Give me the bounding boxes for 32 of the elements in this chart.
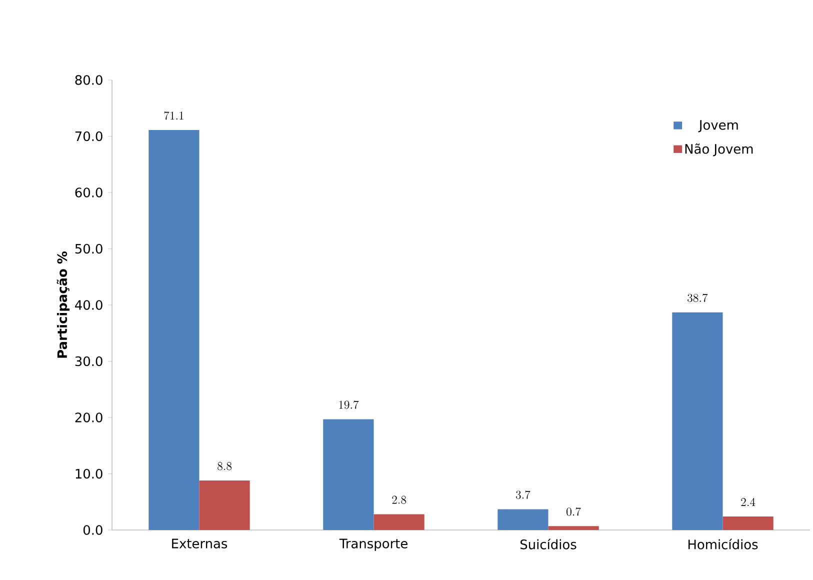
data-label: 2.4 [741, 498, 756, 506]
bar [498, 509, 548, 530]
data-label: 3.7 [516, 490, 530, 499]
x-tick-label: Suicídios [520, 538, 576, 550]
x-tick-label: Homicídios [688, 538, 758, 550]
bar [199, 480, 250, 530]
y-tick-label: 10.0 [76, 468, 102, 479]
bar [148, 130, 200, 530]
data-label: 8.8 [218, 462, 232, 470]
data-label: 38.7 [688, 294, 708, 302]
y-tick-label: 70.0 [75, 131, 102, 142]
bar [548, 526, 599, 530]
bar [722, 516, 774, 530]
legend-label: Jovem [698, 120, 738, 132]
x-tick-label: Externas [172, 538, 228, 548]
y-tick-label: 60.0 [75, 188, 102, 198]
data-label: 0.7 [566, 507, 581, 516]
y-tick-label: 20.0 [75, 412, 102, 422]
y-tick-label: 30.0 [75, 356, 102, 366]
y-tick-label: 50.0 [75, 244, 102, 254]
bar [672, 312, 723, 530]
data-label: 71 . 1 [164, 111, 184, 120]
y-tick-label: 40.0 [75, 300, 102, 310]
data-label: 19.7 [339, 400, 359, 409]
bar [323, 419, 374, 530]
data-label: 2.8 [392, 496, 406, 504]
bar [374, 514, 424, 530]
x-tick-label: Transporte [339, 538, 408, 551]
y-tick-label: 0.0 [83, 525, 102, 535]
legend-label: Não Jovem [685, 144, 753, 156]
y-tick-label: 80.0 [75, 75, 102, 85]
y-axis-title: Participação % [56, 251, 70, 358]
